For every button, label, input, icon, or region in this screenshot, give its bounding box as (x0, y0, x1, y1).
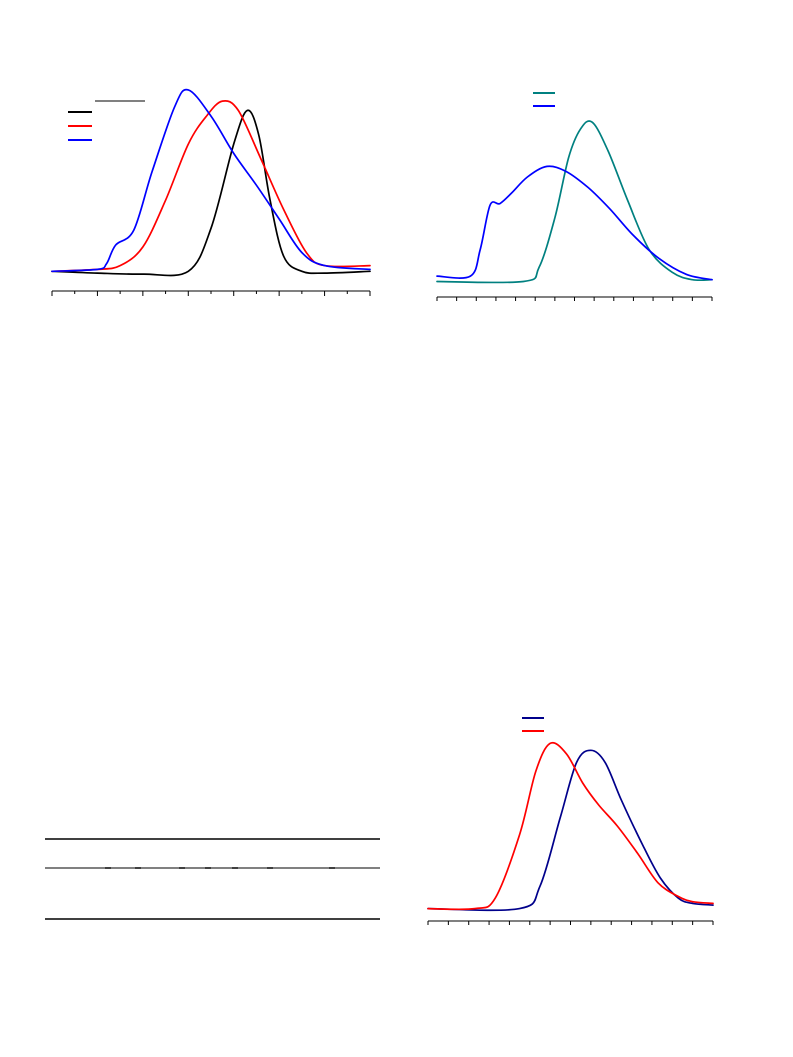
series-line-3 (51, 88, 371, 273)
chart-figure-2 (436, 92, 713, 301)
plot-area (51, 88, 371, 277)
chart-figure-3 (427, 717, 714, 925)
series-line-1 (427, 749, 714, 912)
legend (68, 100, 145, 141)
series-line-1 (51, 109, 371, 277)
data-table (45, 838, 380, 920)
x-axis (436, 296, 713, 301)
series-line-2 (51, 99, 371, 273)
series-line-2 (427, 741, 714, 911)
series-line-2 (436, 165, 713, 281)
chart-figure-1 (51, 88, 371, 296)
legend (533, 92, 555, 107)
plot-area (436, 120, 713, 284)
plot-area (427, 741, 714, 912)
x-axis (51, 290, 371, 296)
legend (522, 717, 544, 732)
series-line-1 (436, 120, 713, 284)
x-axis (427, 920, 714, 925)
